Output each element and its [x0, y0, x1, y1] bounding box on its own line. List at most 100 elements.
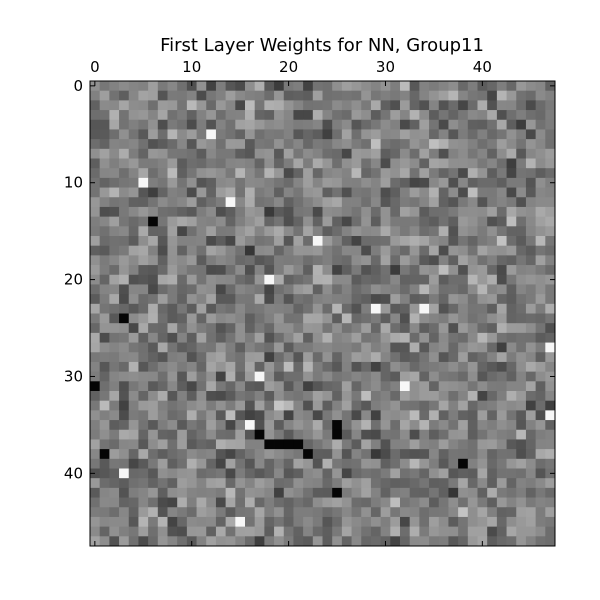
heatmap-cell	[196, 400, 207, 411]
heatmap-cell	[245, 381, 256, 392]
heatmap-cell	[157, 478, 168, 489]
heatmap-cell	[167, 458, 178, 469]
heatmap-cell	[496, 265, 507, 276]
heatmap-cell	[303, 119, 314, 130]
heatmap-cell	[225, 90, 236, 101]
heatmap-cell	[167, 245, 178, 256]
heatmap-cell	[206, 206, 217, 218]
heatmap-cell	[264, 197, 275, 208]
heatmap-cell	[525, 468, 537, 479]
heatmap-cell	[409, 429, 420, 440]
heatmap-cell	[400, 371, 411, 382]
heatmap-cell	[516, 129, 527, 140]
chart-title: First Layer Weights for NN, Group11	[160, 35, 484, 56]
heatmap-cell	[545, 391, 556, 402]
heatmap-cell	[322, 313, 333, 324]
heatmap-cell	[312, 265, 323, 276]
heatmap-cell	[109, 255, 120, 266]
heatmap-cell	[341, 81, 352, 92]
heatmap-cell	[380, 119, 391, 130]
heatmap-cell	[380, 507, 391, 518]
heatmap-cell	[496, 245, 507, 256]
heatmap-cell	[380, 371, 391, 382]
heatmap-cell	[516, 458, 527, 469]
heatmap-cell	[293, 391, 304, 402]
heatmap-cell	[535, 516, 546, 528]
heatmap-cell	[303, 284, 314, 295]
heatmap-cell	[293, 487, 304, 498]
heatmap-cell	[148, 168, 159, 179]
heatmap-cell	[235, 206, 246, 218]
heatmap-cell	[448, 284, 459, 295]
heatmap-cell	[361, 536, 372, 547]
heatmap-cell	[390, 197, 401, 208]
heatmap-cell	[283, 294, 294, 305]
heatmap-cell	[128, 110, 139, 121]
heatmap-cell	[206, 100, 217, 111]
heatmap-cell	[458, 332, 469, 343]
heatmap-cell	[409, 449, 420, 460]
heatmap-cell	[322, 226, 333, 237]
heatmap-cell	[322, 420, 333, 431]
heatmap-cell	[177, 129, 188, 140]
heatmap-cell	[206, 400, 217, 411]
heatmap-cell	[400, 177, 411, 188]
heatmap-cell	[128, 81, 139, 92]
heatmap-cell	[506, 507, 517, 518]
heatmap-cell	[293, 148, 304, 159]
heatmap-cell	[138, 361, 149, 373]
heatmap-cell	[264, 391, 275, 402]
heatmap-cell	[341, 265, 352, 276]
heatmap-cell	[429, 216, 440, 227]
heatmap-cell	[109, 342, 120, 353]
heatmap-cell	[303, 342, 314, 353]
heatmap-cell	[303, 458, 314, 469]
heatmap-cell	[196, 410, 207, 421]
heatmap-cell	[128, 226, 139, 237]
heatmap-cell	[215, 371, 227, 382]
heatmap-cell	[235, 507, 246, 518]
heatmap-cell	[545, 168, 556, 179]
heatmap-cell	[109, 148, 120, 159]
heatmap-cell	[496, 236, 507, 247]
heatmap-cell	[525, 439, 537, 450]
heatmap-cell	[196, 313, 207, 324]
heatmap-cell	[303, 468, 314, 479]
heatmap-cell	[148, 303, 159, 314]
heatmap-cell	[341, 439, 352, 450]
heatmap-cell	[293, 206, 304, 218]
heatmap-cell	[119, 90, 130, 101]
heatmap-cell	[545, 148, 556, 159]
heatmap-cell	[99, 458, 110, 469]
heatmap-cell	[525, 536, 537, 547]
heatmap-cell	[235, 294, 246, 305]
heatmap-cell	[254, 526, 265, 537]
heatmap-cell	[148, 206, 159, 218]
heatmap-cell	[390, 265, 401, 276]
heatmap-cell	[400, 236, 411, 247]
heatmap-cell	[477, 110, 488, 121]
heatmap-cell	[312, 487, 323, 498]
heatmap-cell	[438, 187, 449, 198]
heatmap-cell	[535, 429, 546, 440]
heatmap-cell	[177, 255, 188, 266]
heatmap-cell	[438, 168, 449, 179]
heatmap-cell	[545, 284, 556, 295]
heatmap-cell	[119, 284, 130, 295]
heatmap-cell	[206, 371, 217, 382]
heatmap-cell	[496, 177, 507, 188]
heatmap-cell	[390, 177, 401, 188]
heatmap-cell	[274, 226, 285, 237]
heatmap-cell	[138, 323, 149, 334]
heatmap-cell	[186, 245, 197, 256]
heatmap-cell	[167, 100, 178, 111]
heatmap-cell	[215, 197, 227, 208]
heatmap-cell	[477, 197, 488, 208]
heatmap-cell	[303, 110, 314, 121]
heatmap-cell	[215, 478, 227, 489]
heatmap-cell	[99, 400, 110, 411]
heatmap-cell	[206, 245, 217, 256]
heatmap-cell	[128, 294, 139, 305]
heatmap-cell	[506, 361, 517, 373]
heatmap-cell	[467, 526, 478, 537]
